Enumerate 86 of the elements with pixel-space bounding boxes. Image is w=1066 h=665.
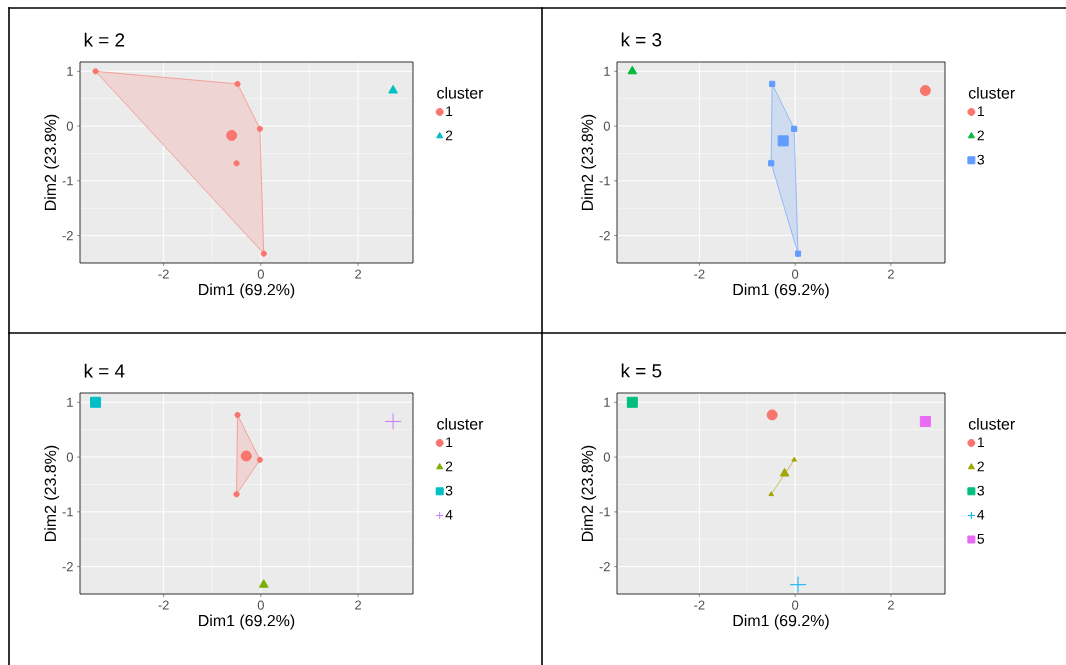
x-tick-label: -2: [694, 269, 705, 279]
legend-title: cluster: [968, 417, 1015, 430]
legend-label: 1: [446, 437, 453, 447]
y-tick-label: 0: [66, 452, 73, 462]
legend-title: cluster: [437, 86, 484, 99]
point: [256, 125, 263, 132]
point: [769, 80, 776, 87]
legend-label: 3: [977, 154, 985, 165]
x-tick-label: 2: [887, 269, 894, 279]
point: [384, 412, 402, 430]
point: [240, 450, 252, 462]
legend-label: 3: [977, 485, 985, 496]
chart-title: k = 5: [621, 363, 662, 378]
point: [627, 65, 638, 75]
y-tick-label: -1: [599, 176, 610, 186]
x-axis-title: Dim1 (69.2%): [733, 283, 829, 299]
y-tick-label: 1: [67, 66, 73, 76]
point: [919, 84, 931, 96]
point: [789, 576, 807, 594]
legend-label: 1: [977, 437, 984, 447]
x-tick-label: 0: [257, 600, 264, 610]
y-axis-title: Dim2 (23.8%): [44, 114, 60, 210]
point: [777, 135, 789, 147]
chart-title: k = 2: [84, 32, 125, 47]
point: [234, 80, 241, 87]
x-tick-label: 2: [355, 600, 362, 610]
y-tick-label: -2: [62, 231, 73, 241]
point: [233, 160, 240, 167]
legend-label: 1: [446, 106, 453, 116]
x-tick-label: 0: [792, 269, 799, 279]
point: [388, 84, 398, 94]
point: [766, 409, 778, 421]
x-axis-title: Dim1 (69.2%): [199, 614, 295, 630]
y-tick-label: 0: [603, 452, 610, 462]
chart-title: k = 4: [84, 363, 125, 378]
y-tick-label: 0: [603, 121, 610, 131]
x-tick-label: -2: [158, 600, 169, 610]
legend-label: 2: [977, 461, 984, 472]
legend-label: 2: [445, 461, 453, 472]
point: [234, 411, 241, 418]
legend-label: 2: [977, 130, 984, 141]
y-tick-label: 0: [66, 121, 73, 131]
legend-label: 3: [445, 485, 453, 496]
legend-label: 5: [977, 533, 985, 544]
x-tick-label: 0: [257, 269, 264, 279]
point: [226, 129, 238, 141]
y-tick-label: -1: [62, 176, 73, 186]
point: [258, 579, 269, 588]
legend-label: 4: [977, 509, 985, 520]
point: [768, 160, 775, 167]
y-tick-label: -1: [599, 507, 610, 517]
y-tick-label: -2: [599, 231, 610, 241]
point: [90, 396, 102, 408]
x-axis-title: Dim1 (69.2%): [199, 283, 295, 299]
legend-label: 2: [445, 130, 453, 141]
point: [92, 68, 99, 75]
point: [768, 491, 774, 497]
x-tick-label: -2: [694, 600, 705, 610]
x-axis-title: Dim1 (69.2%): [733, 614, 829, 630]
legend-title: cluster: [437, 417, 484, 430]
legend-label: 4: [445, 509, 453, 520]
legend-title: cluster: [968, 86, 1015, 99]
point: [919, 415, 931, 427]
point: [626, 396, 638, 408]
legend-label: 1: [977, 106, 984, 116]
point: [791, 125, 798, 132]
y-axis-title: Dim2 (23.8%): [581, 445, 597, 541]
y-tick-label: 1: [67, 397, 73, 407]
y-tick-label: 1: [604, 397, 610, 407]
point: [256, 456, 263, 463]
point: [791, 456, 797, 462]
x-tick-label: -2: [158, 269, 169, 279]
x-tick-label: 0: [792, 600, 799, 610]
y-tick-label: -1: [62, 507, 73, 517]
point: [260, 250, 267, 257]
chart-title: k = 3: [621, 32, 662, 47]
point: [779, 468, 790, 477]
y-tick-label: 1: [604, 66, 610, 76]
y-axis-title: Dim2 (23.8%): [44, 445, 60, 541]
y-axis-title: Dim2 (23.8%): [581, 114, 597, 210]
point: [233, 491, 240, 498]
point: [794, 250, 802, 257]
y-tick-label: -2: [62, 562, 73, 572]
x-tick-label: 2: [887, 600, 894, 610]
x-tick-label: 2: [355, 269, 362, 279]
y-tick-label: -2: [599, 562, 610, 572]
